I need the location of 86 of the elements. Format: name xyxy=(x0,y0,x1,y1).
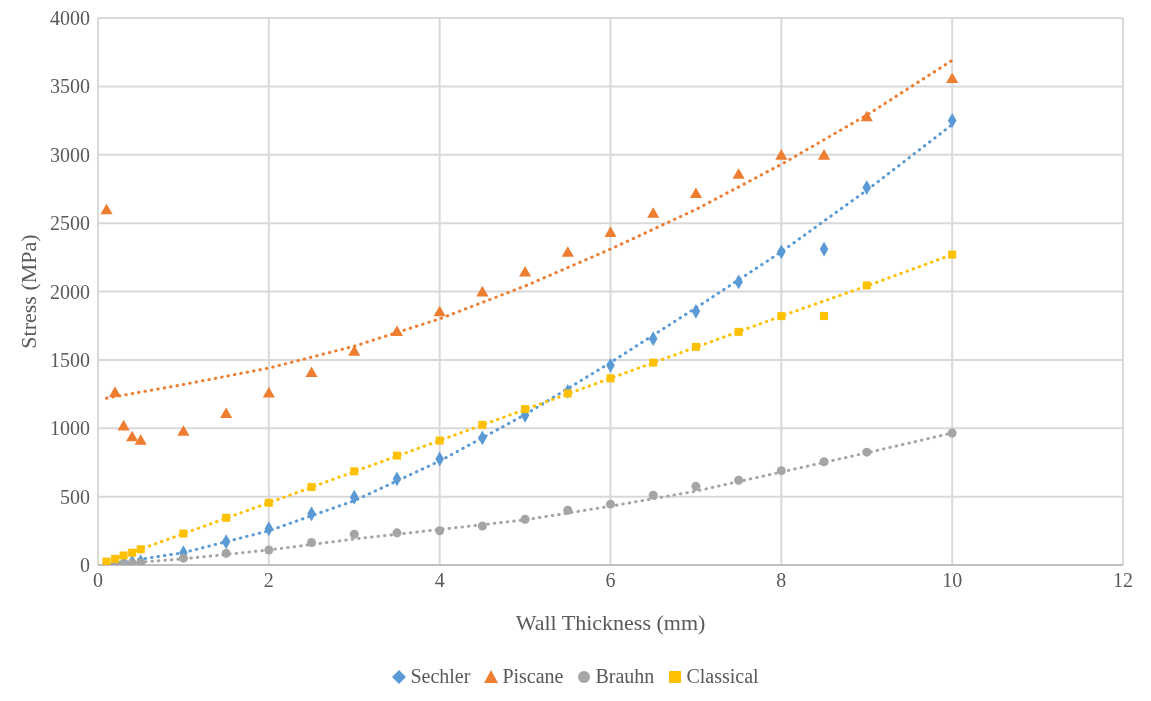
y-tick-label: 1000 xyxy=(50,417,90,440)
point xyxy=(264,545,274,555)
point xyxy=(520,514,530,524)
point xyxy=(734,475,744,485)
point xyxy=(111,554,120,563)
point xyxy=(734,327,743,336)
point xyxy=(648,490,658,500)
point xyxy=(348,345,361,356)
x-tick-label: 10 xyxy=(942,569,963,592)
point xyxy=(820,312,829,321)
point xyxy=(392,528,402,538)
point xyxy=(947,428,957,438)
x-axis-title: Wall Thickness (mm) xyxy=(515,610,706,635)
point xyxy=(134,434,147,445)
point xyxy=(435,526,445,536)
point xyxy=(136,545,145,554)
point xyxy=(775,149,788,160)
point xyxy=(519,266,532,277)
y-tick-label: 4000 xyxy=(50,7,90,30)
x-tick-label: 12 xyxy=(1113,569,1133,592)
point xyxy=(433,305,446,317)
y-tick-label: 2500 xyxy=(50,212,90,235)
y-tick-label: 2000 xyxy=(50,280,90,303)
point xyxy=(521,405,530,414)
legend-label: Brauhn xyxy=(595,665,655,688)
point xyxy=(691,481,701,491)
point xyxy=(221,548,231,558)
point xyxy=(860,110,873,122)
point xyxy=(222,513,231,522)
point xyxy=(946,72,959,84)
point xyxy=(127,558,137,565)
point xyxy=(177,425,190,436)
legend-label: Sechler xyxy=(410,665,471,688)
x-tick-label: 6 xyxy=(605,569,616,592)
point xyxy=(390,325,404,337)
y-tick-label: 3500 xyxy=(50,75,90,98)
y-tick-label: 1500 xyxy=(50,348,90,371)
point xyxy=(862,447,872,457)
point xyxy=(264,498,273,507)
point xyxy=(862,281,871,290)
point xyxy=(561,246,574,257)
point xyxy=(435,436,444,445)
point xyxy=(605,499,616,509)
point xyxy=(349,529,359,539)
y-tick-label: 3000 xyxy=(50,143,90,166)
y-axis-title: Stress (MPa) xyxy=(15,234,41,349)
point xyxy=(392,451,401,460)
point xyxy=(478,420,487,429)
point xyxy=(819,457,829,467)
point xyxy=(262,387,275,398)
point xyxy=(100,203,113,215)
point xyxy=(732,168,745,179)
y-tick-label: 0 xyxy=(80,554,90,577)
legend-label: Classical xyxy=(686,665,759,688)
point xyxy=(776,466,786,476)
point xyxy=(117,419,130,431)
point xyxy=(220,407,233,419)
point xyxy=(817,149,831,160)
point xyxy=(563,505,573,515)
point xyxy=(126,430,139,442)
x-tick-label: 2 xyxy=(263,569,274,592)
point xyxy=(649,358,658,367)
point xyxy=(119,551,128,560)
point xyxy=(307,537,317,547)
line-series xyxy=(105,58,954,400)
point xyxy=(563,389,572,398)
point xyxy=(179,529,188,538)
point xyxy=(476,285,489,297)
point xyxy=(948,250,957,259)
point xyxy=(477,521,487,531)
point xyxy=(136,558,146,565)
point xyxy=(307,483,316,492)
point xyxy=(305,366,318,378)
point xyxy=(604,226,617,237)
point xyxy=(350,467,359,476)
point xyxy=(606,374,615,383)
point xyxy=(647,207,660,218)
point xyxy=(178,553,188,563)
point xyxy=(128,548,137,557)
point xyxy=(689,187,702,198)
y-tick-label: 500 xyxy=(60,485,90,508)
point xyxy=(777,312,786,321)
x-tick-label: 8 xyxy=(776,569,787,592)
x-tick-label: 4 xyxy=(434,569,445,592)
legend-label: Piscane xyxy=(502,665,564,688)
point xyxy=(691,342,700,351)
